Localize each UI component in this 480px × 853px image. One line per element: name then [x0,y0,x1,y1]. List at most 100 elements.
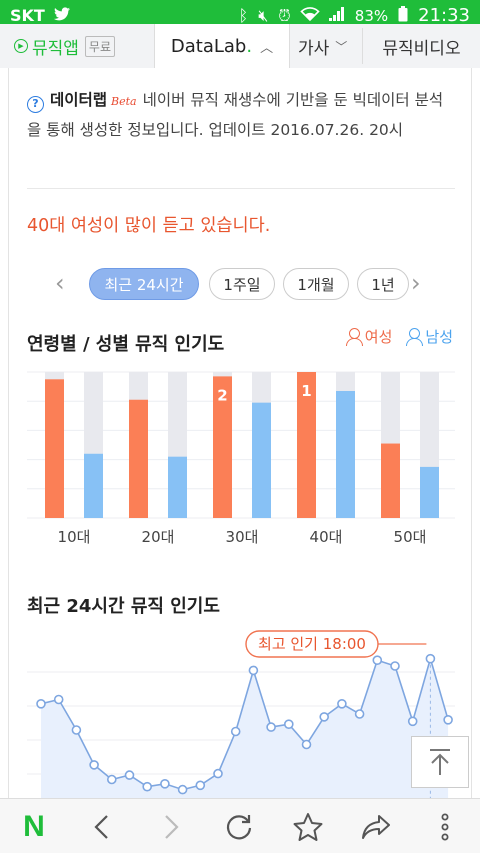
period-1month-button[interactable]: 1개월 [283,268,349,300]
chevron-up-icon: ︿ [260,40,274,56]
headline: 40대 여성이 많이 듣고 있습니다. [27,216,271,236]
refresh-button[interactable] [205,799,273,853]
brand-title: 데이터랩 [50,91,108,109]
peak-annotation: 최고 인기 18:00 [258,635,366,653]
legend-female-label: 여성 [364,328,393,346]
bar-male-40대 [336,390,355,518]
data-point [354,709,365,719]
data-point [160,779,170,789]
category-label: 30대 [226,528,259,546]
peak-annotation-box [245,630,379,658]
data-point [425,653,436,664]
data-point [142,781,152,792]
data-point [407,716,418,727]
data-point [248,665,259,676]
bar-male-50대 [420,466,439,518]
share-icon [362,814,390,839]
twitter-icon [53,7,71,24]
data-point [319,712,330,722]
more-menu-button[interactable] [411,799,479,853]
info-text: 네이버 뮤직 재생수에 기반을 둔 빅데이터 분석을 통해 생성한 정보입니다.… [27,91,444,139]
data-point [266,722,276,732]
bar-female-20대 [129,399,148,518]
tab-lyrics-label: 가사 [298,38,330,59]
data-point [177,784,188,795]
forward-icon [165,814,179,839]
data-point [230,726,241,737]
chevron-right-icon[interactable]: › [411,269,421,297]
arrow-up-icon [430,749,450,775]
tab-music-video[interactable]: 뮤직비디오 [362,28,480,64]
free-badge: 무료 [84,35,116,57]
bookmark-star-icon [293,812,323,841]
female-person-icon [345,328,363,346]
tab-lyrics[interactable]: 가사 ﹀ [298,28,347,64]
bookmark-button[interactable] [274,799,342,853]
signal-icon [328,7,345,24]
data-point [107,774,117,785]
alarm-icon: ⏰︎ [278,5,291,25]
category-label: 40대 [310,528,343,546]
bar-female-30대 [213,376,232,518]
forward-button[interactable] [137,799,205,853]
legend-female: 여성 [345,326,393,347]
data-point [213,768,223,779]
back-button[interactable] [68,799,136,853]
daily-chart-title: 최근 24시간 뮤직 인기도 [27,596,220,617]
divider [27,188,455,189]
data-point [71,725,82,735]
beta-badge: Beta [111,95,137,108]
carrier-label: SKT [10,6,45,25]
tab-music-app[interactable]: ▶ 뮤직앱 무료 [14,28,116,64]
data-point [301,739,312,750]
legend-male: 남성 [406,326,453,347]
rank-label: 1 [301,382,311,400]
datalab-dot: . [246,35,253,57]
mute-icon: 🔇︎ [258,5,269,25]
data-point [36,699,46,709]
tab-music-label: 뮤직앱 [32,38,79,59]
data-point [443,715,453,725]
tab-datalab-label: DataLab [170,35,247,57]
battery-icon [398,6,408,25]
period-1year-button[interactable]: 1년 [357,268,409,300]
naver-n-icon: N [23,809,45,843]
period-1week-button[interactable]: 1주일 [209,268,275,300]
category-label: 20대 [142,528,175,546]
top-tab-bar: ▶ 뮤직앱 무료 DataLab. ︿ 가사 ﹀ 뮤직비디오 [0,24,480,68]
bar-male-10대 [84,453,103,518]
datalab-content: ? 데이터랩 Beta 네이버 뮤직 재생수에 기반을 둔 빅데이터 분석을 통해 생… [8,68,472,798]
share-button[interactable] [342,799,410,853]
wifi-icon [300,7,320,24]
data-point [283,719,294,729]
battery-percent: 83% [354,6,389,25]
male-person-icon [406,328,424,346]
data-point [89,760,99,770]
data-point [124,770,135,780]
help-icon[interactable]: ? [27,95,44,113]
refresh-icon [226,814,252,839]
tab-datalab[interactable]: DataLab. ︿ [154,24,290,68]
clock: 21:33 [418,5,470,26]
status-right: ᛒ 🔇︎ ⏰︎ 83% 21:33 [239,5,470,26]
back-icon [94,814,108,839]
scroll-to-top-button[interactable] [411,736,469,788]
more-icon [441,813,449,840]
data-point [337,699,347,709]
legend-male-label: 남성 [425,328,453,346]
naver-home-button[interactable]: N [0,799,68,853]
chevron-down-icon: ﹀ [335,39,348,54]
bar-female-10대 [45,379,64,518]
period-24h-button[interactable]: 최근 24시간 [89,268,199,300]
category-label: 50대 [394,528,427,546]
browser-bottom-nav: N [0,798,480,853]
bar-male-20대 [168,456,187,518]
play-icon: ▶ [14,39,28,53]
data-point [195,780,206,791]
tab-mv-label: 뮤직비디오 [382,38,461,59]
status-left: SKT [10,6,71,25]
chevron-left-icon[interactable]: ‹ [55,269,65,297]
age-gender-title: 연령별 / 성별 뮤직 인기도 [27,334,225,355]
area-fill [41,658,449,798]
bluetooth-icon: ᛒ [238,5,249,25]
